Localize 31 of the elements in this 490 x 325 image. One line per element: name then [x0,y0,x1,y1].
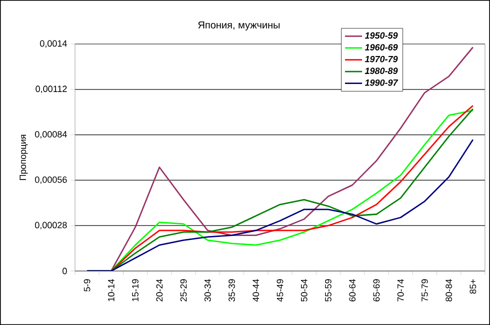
x-tick-label: 25-29 [180,279,187,302]
x-tick-label: 40-44 [252,279,260,302]
line-series [86,138,474,271]
x-tick-label: 85+ [470,279,476,294]
x-tick-label: 30-34 [204,279,211,302]
x-tick-label: 55-59 [325,279,332,302]
y-tick-label: 0,00112 [36,86,67,94]
x-tick-label: 70-74 [397,279,404,302]
x-tick-label: 35-39 [228,279,235,302]
legend-label: 1970-79 [364,56,398,62]
x-tick-label: 75-79 [422,279,428,302]
x-tick-label: 10-14 [108,279,114,302]
legend-label: 1980-89 [364,68,398,74]
x-tick-label: 65-69 [373,279,380,302]
x-tick-label: 20-24 [156,279,163,302]
y-axis-title: Пропорция [20,134,28,180]
x-tick-label: 15-19 [132,279,138,302]
x-tick-label: 5-9 [84,279,90,292]
legend-label: 1950-59 [364,32,398,39]
y-tick-label: 0,00084 [35,131,67,139]
x-tick-label: 45-49 [276,279,284,302]
y-tick-label: 0,00056 [35,176,67,184]
x-tick-label: 60-64 [349,279,356,302]
y-tick-label: 0,0014 [40,40,67,48]
x-tick-label: 80-84 [446,279,452,302]
x-tick-label: 50-54 [300,279,308,302]
legend-label: 1960-69 [364,44,398,50]
legend-label: 1990-97 [364,79,398,86]
y-tick-label: 0 [62,268,67,274]
y-tick-label: 0,00028 [35,222,67,230]
chart-title: Япония, мужчины [198,22,280,30]
